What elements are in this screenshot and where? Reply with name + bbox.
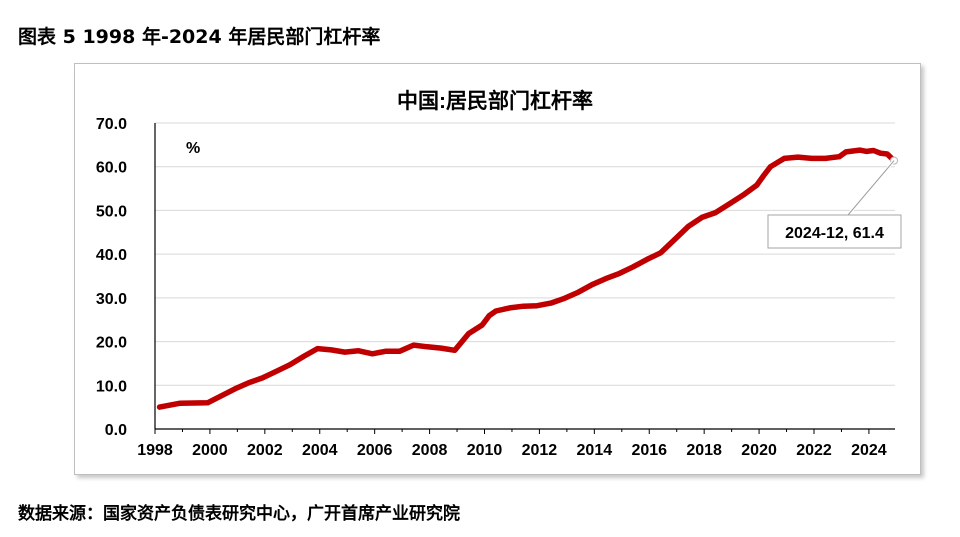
data-point [575, 289, 581, 295]
data-point [301, 353, 307, 359]
data-point [438, 345, 444, 351]
data-point [781, 155, 787, 161]
data-point [424, 344, 430, 350]
data-point [466, 331, 471, 337]
x-tick-label: 2022 [796, 442, 832, 459]
data-point [671, 237, 677, 243]
y-tick-label: 20.0 [96, 335, 127, 352]
x-tick-label: 2006 [357, 442, 393, 459]
x-tick-label: 1998 [137, 442, 173, 459]
data-point [857, 147, 863, 153]
data-point [342, 349, 348, 355]
data-point [315, 346, 320, 352]
data-point [397, 348, 403, 354]
data-point [452, 347, 458, 353]
data-point [369, 351, 375, 357]
x-tick-label: 2004 [302, 442, 338, 459]
source-note: 数据来源：国家资产负债表研究中心，广开首席产业研究院 [18, 504, 460, 524]
gridlines [155, 122, 895, 386]
data-point [328, 347, 334, 353]
data-point [603, 276, 609, 282]
data-point [383, 348, 389, 354]
y-tick-label: 0.0 [105, 422, 127, 439]
x-tick-label: 2000 [192, 442, 228, 459]
data-point [713, 210, 719, 216]
data-point [685, 224, 691, 230]
y-tick-label: 30.0 [96, 291, 127, 308]
figure-caption: 图表 5 1998 年-2024 年居民部门杠杆率 [18, 26, 381, 48]
chart-frame: 中国:居民部门杠杆率 % 0.0 10.0 20.0 30.0 40.0 50.0 60.0… [74, 63, 921, 475]
data-point [411, 342, 417, 348]
data-point [493, 308, 499, 314]
data-point [795, 154, 801, 160]
annotation-layer: 2024-12, 61.4 [767, 156, 902, 249]
data-point [768, 164, 773, 170]
data-point [644, 256, 650, 262]
data-point [273, 368, 279, 374]
series-layer [156, 147, 897, 410]
x-tick-label: 2008 [412, 442, 448, 459]
annotation-label: 2024-12, 61.4 [785, 225, 884, 242]
data-point [864, 148, 870, 154]
data-point [850, 148, 856, 154]
data-point [754, 182, 760, 188]
data-point [617, 270, 622, 276]
data-point [589, 282, 595, 288]
x-tick-label: 2016 [631, 442, 667, 459]
data-point [287, 362, 293, 368]
data-point [699, 214, 705, 220]
unit-label: % [186, 140, 200, 157]
data-point [761, 173, 767, 178]
x-tick-label: 2012 [522, 442, 558, 459]
data-point [884, 151, 890, 157]
data-point [520, 303, 526, 309]
data-point [486, 313, 492, 319]
data-point [726, 201, 732, 207]
data-point [843, 149, 849, 155]
y-tick-label: 40.0 [96, 247, 127, 264]
annotation-box [767, 214, 902, 249]
x-tick-label: 2010 [467, 442, 503, 459]
y-tick-label: 70.0 [96, 116, 127, 133]
data-point [740, 192, 746, 198]
x-tick-label: 2024 [851, 442, 887, 459]
data-point [479, 322, 485, 328]
y-tick-label: 50.0 [96, 203, 127, 220]
data-point [356, 348, 362, 354]
data-point [871, 148, 876, 153]
data-point [507, 305, 513, 311]
data-point [232, 386, 238, 392]
y-tick-label: 60.0 [96, 160, 127, 177]
x-tick-label: 2020 [741, 442, 777, 459]
line-chart: 中国:居民部门杠杆率 % 0.0 10.0 20.0 30.0 40.0 50.0 60.0… [96, 89, 902, 459]
x-tick-label: 2018 [686, 442, 722, 459]
data-point [177, 400, 183, 406]
axes: 0.0 10.0 20.0 30.0 40.0 50.0 60.0 70.0 1998 2000 2… [96, 116, 895, 459]
data-point [260, 375, 265, 381]
data-point [562, 295, 568, 301]
data-point [658, 250, 664, 256]
data-point [205, 400, 211, 406]
data-point [630, 264, 636, 270]
data-point [548, 300, 554, 306]
series-line [156, 147, 897, 410]
data-point [157, 404, 163, 410]
data-point [809, 155, 815, 161]
data-point [836, 154, 842, 160]
data-point [246, 380, 252, 386]
data-point [534, 303, 540, 309]
x-tick-label: 2014 [577, 442, 613, 459]
annotation-leader [847, 160, 895, 216]
x-tick-label: 2002 [247, 442, 283, 459]
data-point [822, 155, 828, 161]
y-tick-label: 10.0 [96, 378, 127, 395]
data-point [877, 150, 883, 156]
chart-title: 中国:居民部门杠杆率 [397, 89, 593, 113]
